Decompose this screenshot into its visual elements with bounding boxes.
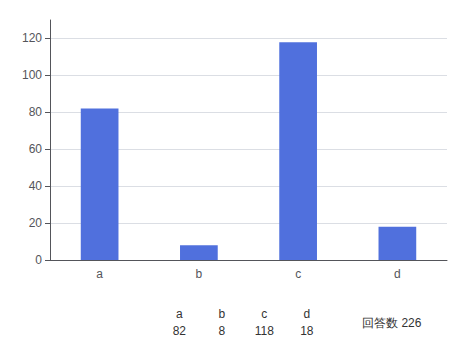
svg-text:c: c — [261, 307, 267, 321]
svg-text:82: 82 — [173, 324, 187, 338]
svg-text:40: 40 — [29, 179, 43, 193]
svg-text:60: 60 — [29, 142, 43, 156]
svg-text:80: 80 — [29, 105, 43, 119]
svg-text:a: a — [96, 267, 103, 281]
svg-text:8: 8 — [218, 324, 225, 338]
svg-text:b: b — [196, 267, 203, 281]
svg-text:d: d — [303, 307, 310, 321]
svg-text:118: 118 — [255, 324, 274, 338]
svg-text:100: 100 — [22, 68, 42, 82]
svg-text:120: 120 — [22, 31, 42, 45]
svg-text:回答数 226: 回答数 226 — [362, 316, 422, 330]
svg-text:d: d — [394, 267, 401, 281]
svg-text:18: 18 — [300, 324, 314, 338]
svg-text:c: c — [295, 267, 301, 281]
svg-text:20: 20 — [29, 216, 43, 230]
svg-text:a: a — [176, 307, 183, 321]
svg-text:0: 0 — [35, 253, 42, 267]
svg-text:b: b — [218, 307, 225, 321]
